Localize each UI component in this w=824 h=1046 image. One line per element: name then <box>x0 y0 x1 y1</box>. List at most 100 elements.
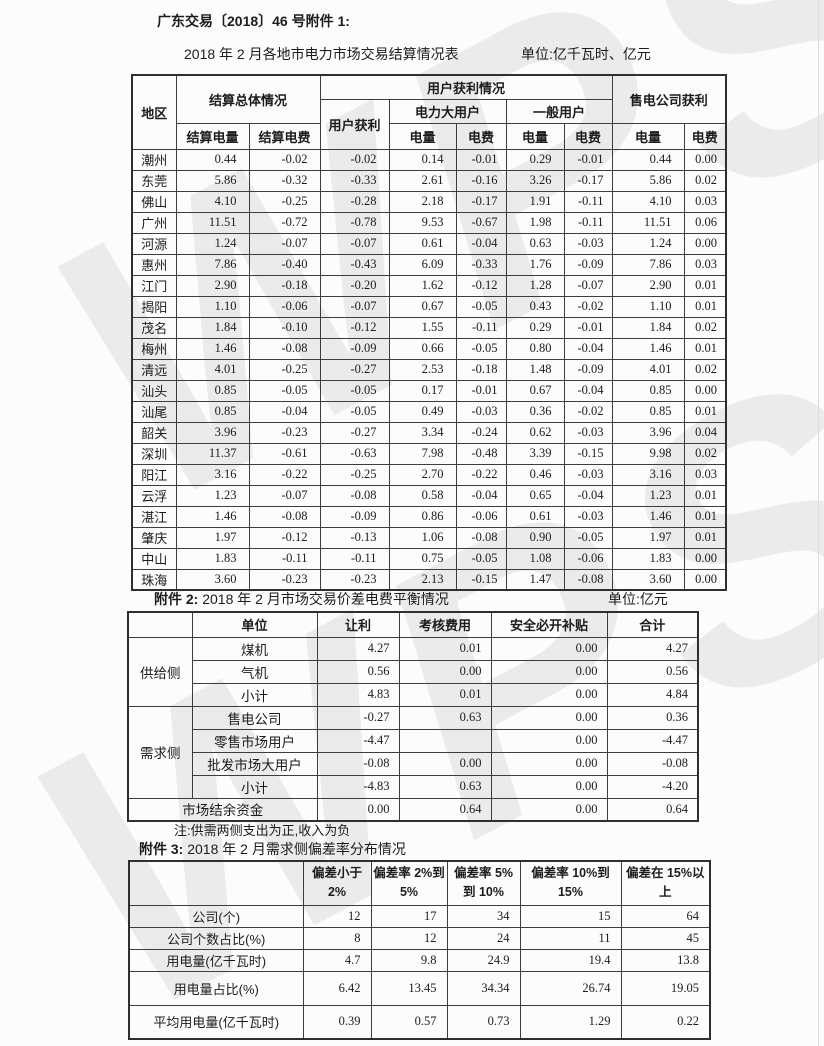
header-settlement-volume: 结算电量 <box>175 122 250 150</box>
table-row: 湛江 1.46 -0.08 -0.09 0.86 -0.06 0.61 -0.03 1.46 0.… <box>131 505 727 528</box>
cell-value: -0.05 <box>455 337 507 360</box>
cell-value: 0.44 <box>175 148 250 171</box>
row-label: 售电公司 <box>191 705 318 730</box>
cell-value: -0.10 <box>248 316 321 339</box>
row-label: 清远 <box>131 358 177 381</box>
row-label: 珠海 <box>131 568 177 591</box>
cell-value: 34 <box>446 904 521 928</box>
cell-value: 0.00 <box>490 774 608 799</box>
cell-value: -0.04 <box>563 337 613 360</box>
table-row: 零售市场用户 -4.47 0.00 -4.47 <box>128 728 699 753</box>
cell-value: 0.85 <box>611 379 685 402</box>
header-concession: 让利 <box>316 611 400 638</box>
cell-value: -0.27 <box>319 421 390 444</box>
cell-value: -0.24 <box>455 421 507 444</box>
table-row: 梅州 1.46 -0.08 -0.09 0.66 -0.05 0.80 -0.04 1.46 0.… <box>131 337 727 360</box>
header-safety-subsidy: 安全必开补贴 <box>490 611 608 638</box>
row-label: 韶关 <box>131 421 177 444</box>
cell-value: 0.63 <box>505 232 565 255</box>
cell-value: 1.23 <box>175 484 250 507</box>
cell-value: 11 <box>519 926 622 950</box>
cell-value: 0.61 <box>388 232 457 255</box>
row-label: 零售市场用户 <box>191 728 318 753</box>
cell-value: 11.37 <box>175 442 250 465</box>
table-row: 东莞 5.86 -0.32 -0.33 2.61 -0.16 3.26 -0.17 5.86 0.… <box>131 169 727 192</box>
cell-value: 2.90 <box>611 274 685 297</box>
cell-value: 11.51 <box>175 211 250 234</box>
cell-value: -0.11 <box>563 211 613 234</box>
cell-value: 1.06 <box>388 526 457 549</box>
cell-value: 0.00 <box>683 148 727 171</box>
cell-value: 0.56 <box>606 659 699 684</box>
header-general-user-group: 一般用户 <box>505 98 613 124</box>
cell-value: 0.02 <box>683 358 727 381</box>
cell-value: 1.28 <box>505 274 565 297</box>
header-blank <box>127 611 193 638</box>
cell-value: 0.00 <box>398 659 492 684</box>
cell-value: -0.43 <box>319 253 390 276</box>
cell-value: 0.02 <box>683 442 727 465</box>
cell-value: 1.46 <box>175 337 250 360</box>
cell-value: 0.65 <box>505 484 565 507</box>
cell-value: 7.86 <box>611 253 685 276</box>
table-row: 气机 0.56 0.00 0.00 0.56 <box>128 659 699 684</box>
cell-value: 1.10 <box>611 295 685 318</box>
cell-value: 2.90 <box>175 274 250 297</box>
cell-value: 1.55 <box>388 316 457 339</box>
row-label: 肇庆 <box>131 526 177 549</box>
cell-value: 19.05 <box>620 970 711 1006</box>
cell-value: 0.06 <box>683 211 727 234</box>
table-row: 批发市场大用户 -0.08 0.00 0.00 -0.08 <box>128 751 699 776</box>
row-label: 深圳 <box>131 442 177 465</box>
cell-value: 0.00 <box>490 797 608 822</box>
cell-value: 9.53 <box>388 211 457 234</box>
cell-value: -0.22 <box>455 463 507 486</box>
cell-value: -0.05 <box>319 400 390 423</box>
row-label: 用电量(亿千瓦时) <box>128 948 304 972</box>
cell-value: -0.04 <box>455 484 507 507</box>
cell-value: 0.03 <box>683 463 727 486</box>
table1-unit-label: 单位:亿千瓦时、亿元 <box>521 46 651 62</box>
settlement-table: 地区 结算总体情况 用户获利情况 售电公司获利 用户获利 电力大用户 一般用户 … <box>131 74 728 591</box>
cell-value: -0.07 <box>248 232 321 255</box>
deviation-table-body: 公司(个) 12 17 34 15 64 公司个数占比(%) 8 12 24 11 45 用电量(亿千瓦… <box>128 904 711 1040</box>
cell-value: -0.08 <box>606 751 699 776</box>
cell-value: -0.67 <box>455 211 507 234</box>
header-assessment-fee: 考核费用 <box>398 611 492 638</box>
cell-value: 0.85 <box>175 400 250 423</box>
cell-value: 1.10 <box>175 295 250 318</box>
table-row: 潮州 0.44 -0.02 -0.02 0.14 -0.01 0.29 -0.01 0.44 0.… <box>131 148 727 171</box>
cell-value: 4.01 <box>175 358 250 381</box>
cell-value: -0.20 <box>319 274 390 297</box>
cell-value: 0.49 <box>388 400 457 423</box>
cell-value: -0.12 <box>248 526 321 549</box>
cell-value: 0.85 <box>611 400 685 423</box>
cell-value: 4.84 <box>606 682 699 707</box>
header-fee: 电费 <box>563 122 613 150</box>
cell-value: 1.24 <box>175 232 250 255</box>
cell-value: -4.47 <box>606 728 699 753</box>
cell-value: 0.00 <box>490 705 608 730</box>
cell-value: 8 <box>302 926 372 950</box>
cell-value: 2.70 <box>388 463 457 486</box>
cell-value: 4.83 <box>316 682 400 707</box>
cell-value: 0.00 <box>490 659 608 684</box>
cell-value: 0.73 <box>446 1004 521 1040</box>
cell-value: 3.60 <box>611 568 685 591</box>
cell-value: 0.00 <box>398 751 492 776</box>
row-label: 汕尾 <box>131 400 177 423</box>
row-label: 用电量占比(%) <box>128 970 304 1006</box>
cell-value: 13.8 <box>620 948 711 972</box>
cell-value: 0.00 <box>490 751 608 776</box>
row-label: 江门 <box>131 274 177 297</box>
table-row: 用电量(亿千瓦时) 4.7 9.8 24.9 19.4 13.8 <box>128 948 711 972</box>
header-volume: 电量 <box>388 122 457 150</box>
header-region: 地区 <box>131 74 177 150</box>
cell-value: -0.07 <box>319 295 390 318</box>
cell-value: -0.32 <box>248 169 321 192</box>
cell-value: 1.48 <box>505 358 565 381</box>
header-total: 合计 <box>606 611 699 638</box>
cell-value: 13.45 <box>370 970 448 1006</box>
cell-value: -0.25 <box>319 463 390 486</box>
cell-value: 0.39 <box>302 1004 372 1040</box>
